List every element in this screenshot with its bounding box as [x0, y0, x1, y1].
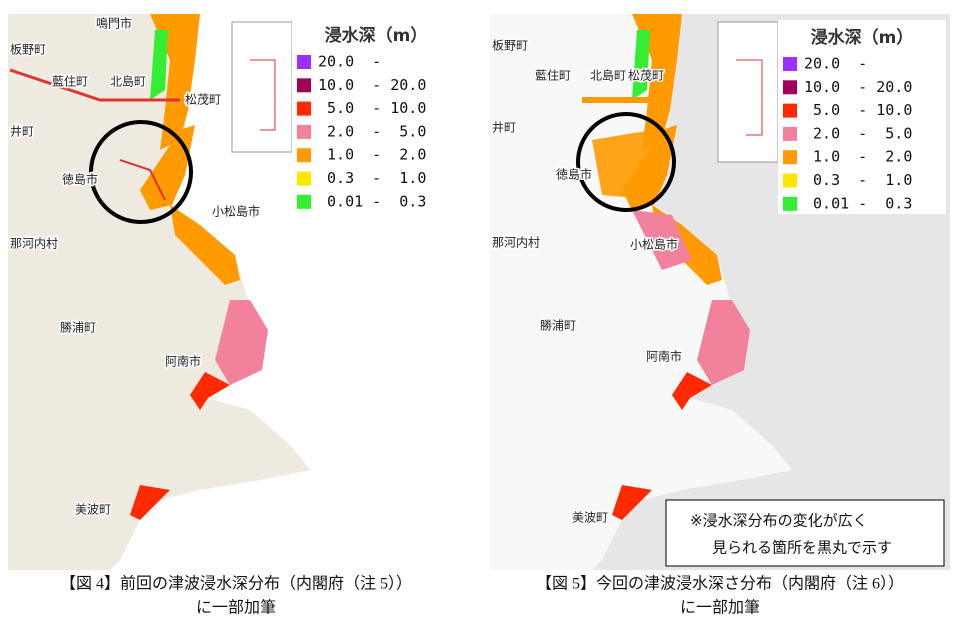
place-label: 那河内村 [10, 237, 58, 251]
place-label: 板野町 [10, 43, 46, 57]
legend-label: 10.0 - 20.0 [318, 76, 426, 94]
place-label: 北島町 [590, 68, 626, 83]
legend-swatch [297, 78, 311, 93]
place-label: 美波町 [572, 511, 608, 525]
place-label: 勝浦町 [540, 318, 576, 333]
legend-swatch [297, 101, 311, 116]
legend-label: 0.3 - 1.0 [318, 169, 426, 187]
legend-label: 2.0 - 5.0 [804, 124, 912, 142]
legend-label: 1.0 - 2.0 [318, 146, 426, 164]
place-label: 小松島市 [212, 204, 260, 219]
inset-map [231, 21, 293, 153]
place-label: 松茂町 [185, 93, 221, 107]
legend-title: 浸水深（m） [325, 25, 428, 46]
legend-swatch [783, 57, 797, 71]
highlight-circle [576, 112, 676, 212]
legend-label: 0.3 - 1.0 [804, 171, 912, 189]
legend-swatch [783, 173, 797, 188]
legend-label: 5.0 - 10.0 [804, 101, 912, 119]
place-label: 那河内村 [492, 236, 540, 250]
caption: 【図 5】今回の津波浸水深さ分布（内閣府（注 6）） [536, 575, 904, 593]
place-label: 美波町 [75, 503, 111, 517]
inset-outline [736, 59, 763, 136]
caption: 【図 4】前回の津波浸水深分布（内閣府（注 5）） [60, 575, 412, 593]
inset-map [717, 21, 779, 163]
legend-swatch [783, 103, 797, 118]
place-label: 松茂町 [628, 69, 664, 83]
legend-label: 0.01 - 0.3 [804, 194, 912, 212]
legend-swatch [783, 126, 797, 141]
place-label: 藍住町 [52, 75, 88, 89]
legend-label: 5.0 - 10.0 [318, 99, 426, 117]
legend-box [292, 18, 460, 212]
place-label: 勝浦町 [60, 320, 96, 335]
legend-swatch [297, 55, 311, 69]
legend-box [778, 20, 946, 214]
legend-label: 10.0 - 20.0 [804, 78, 912, 96]
place-label: 井町 [492, 121, 516, 135]
place-label: 北島町 [110, 74, 146, 89]
note-text: ※浸水深分布の変化が広く [690, 512, 868, 530]
place-label: 小松島市 [630, 237, 678, 252]
caption: に一部加筆 [196, 599, 276, 617]
legend-title: 浸水深（m） [811, 27, 914, 48]
inset-outline [250, 59, 276, 131]
legend-label: 1.0 - 2.0 [804, 148, 912, 166]
legend-label: 20.0 - [318, 53, 381, 71]
legend-swatch [783, 150, 797, 165]
place-label: 鳴門市 [96, 16, 132, 31]
note-box [665, 499, 945, 567]
place-label: 阿南市 [165, 354, 201, 369]
highlight-circle [89, 120, 193, 224]
legend-swatch [297, 194, 311, 209]
note-text: 見られる箇所を黒丸で示す [712, 539, 892, 557]
place-label: 徳島市 [62, 172, 98, 187]
legend-swatch [783, 196, 797, 211]
legend-label: 20.0 - [804, 55, 867, 73]
place-label: 井町 [10, 125, 34, 139]
legend-swatch [783, 80, 797, 95]
legend-swatch [297, 171, 311, 186]
place-label: 板野町 [492, 39, 528, 53]
legend-swatch [297, 148, 311, 163]
place-label: 阿南市 [646, 349, 682, 364]
legend-label: 2.0 - 5.0 [318, 122, 426, 140]
caption: に一部加筆 [680, 599, 760, 617]
legend-label: 0.01 - 0.3 [318, 192, 426, 210]
legend-swatch [297, 124, 311, 139]
place-label: 藍住町 [535, 69, 571, 83]
place-label: 徳島市 [556, 167, 592, 182]
